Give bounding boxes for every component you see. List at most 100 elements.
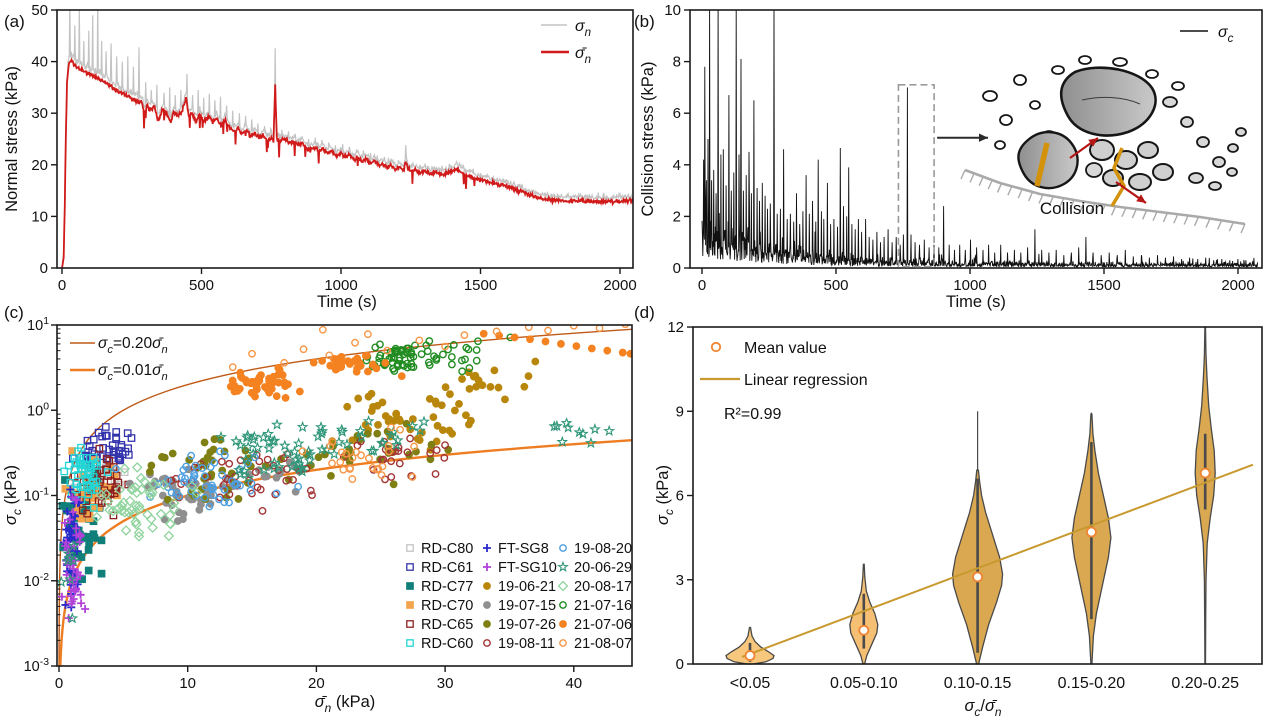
scatter-series-20-08-17 [91, 462, 203, 542]
marker-square [97, 536, 106, 545]
marker-circle [437, 401, 446, 410]
x-category-label: 0.10-0.15 [944, 675, 1012, 692]
pebble [1226, 167, 1238, 177]
marker-circle [557, 340, 565, 348]
x-tick-label: 1000 [324, 277, 357, 294]
marker-square [79, 453, 88, 462]
marker-diamond [147, 487, 158, 498]
bound-line-0 [58, 328, 632, 666]
marker-square [60, 467, 69, 476]
x-tick-label: 10 [179, 675, 196, 692]
slope-hatch [987, 179, 993, 190]
marker-star [336, 425, 349, 437]
panel-b-label: (b) [634, 12, 655, 31]
marker-circle [361, 351, 370, 360]
pebble [1162, 96, 1178, 108]
scatter-series-19-08-11 [167, 434, 449, 515]
marker-square [103, 468, 112, 476]
pebble [994, 140, 1006, 150]
y-tick-label: 100 [27, 401, 49, 419]
marker-star [296, 465, 309, 477]
series-legend-label-19-08-11: 19-08-11 [498, 636, 555, 652]
marker-star [335, 423, 348, 435]
marker-circle [483, 620, 491, 628]
marker-diamond [158, 479, 169, 491]
x-tick-label: 30 [437, 675, 454, 692]
marker-square [106, 490, 115, 499]
marker-circle [603, 346, 612, 355]
pebble [1188, 172, 1204, 184]
marker-circle [389, 480, 398, 489]
cluster-rock [1089, 139, 1115, 161]
pebble [1029, 100, 1041, 110]
marker-square [406, 601, 414, 609]
marker-diamond [168, 503, 180, 515]
slope-line [964, 168, 1246, 226]
marker-plus [72, 495, 81, 504]
impact-arrow-1-head [1088, 138, 1098, 147]
marker-star [67, 539, 80, 551]
marker-plus [73, 568, 82, 577]
marker-circle [587, 344, 596, 353]
marker-square [89, 435, 98, 444]
marker-square [124, 451, 133, 459]
marker-plus [72, 575, 81, 584]
marker-square [84, 566, 93, 575]
marker-diamond [104, 504, 115, 516]
series-sigma-n-raw [61, 10, 633, 263]
marker-star [316, 443, 328, 455]
marker-circle [210, 458, 219, 467]
x-tick-label: 500 [189, 277, 214, 294]
panel-d-label: (d) [634, 303, 655, 322]
marker-diamond [191, 487, 203, 499]
marker-circle [198, 464, 207, 472]
pebble [1235, 127, 1247, 137]
marker-plus [60, 518, 69, 527]
y-tick-label: 9 [676, 403, 684, 420]
marker-diamond [131, 462, 143, 473]
marker-circle [531, 357, 540, 366]
marker-circle [205, 502, 214, 511]
marker-circle [265, 374, 273, 383]
marker-star [562, 421, 575, 433]
marker-circle [354, 394, 363, 403]
marker-circle [595, 325, 604, 332]
marker-circle [220, 451, 229, 460]
marker-circle [448, 429, 456, 438]
series-legend-label-20-06-29: 20-06-29 [574, 560, 632, 576]
cluster-rock [1137, 141, 1159, 159]
marker-circle [352, 367, 361, 376]
slope-hatch [1152, 211, 1158, 221]
marker-circle [308, 491, 316, 500]
marker-circle [160, 515, 169, 524]
marker-circle [411, 341, 419, 350]
marker-star [292, 437, 305, 449]
slope-hatch [1100, 204, 1106, 215]
mean-marker-0.05-0.10 [858, 624, 870, 636]
marker-circle [234, 495, 243, 503]
marker-circle [219, 480, 228, 489]
panel-c-plot-area [57, 325, 632, 666]
marker-star [230, 434, 243, 447]
marker-circle [363, 330, 372, 339]
panel-b-frame [689, 9, 1263, 269]
marker-circle [209, 491, 218, 500]
impact-bar [1034, 142, 1050, 187]
marker-circle [415, 436, 424, 444]
marker-circle [167, 476, 176, 485]
marker-circle [541, 337, 550, 346]
marker-circle [403, 448, 412, 457]
marker-diamond [138, 476, 150, 487]
marker-circle [457, 356, 466, 365]
marker-circle [225, 490, 234, 499]
marker-diamond [155, 508, 167, 520]
marker-circle [458, 375, 466, 383]
marker-circle [325, 351, 334, 360]
marker-circle [314, 453, 323, 462]
marker-circle [381, 475, 389, 484]
y-tick-label: 10-3 [24, 657, 50, 675]
marker-star [584, 436, 597, 449]
violin-0.05-0.10 [849, 563, 879, 665]
series-legend-label-FT-SG8: FT-SG8 [498, 541, 549, 557]
marker-star [215, 430, 227, 442]
